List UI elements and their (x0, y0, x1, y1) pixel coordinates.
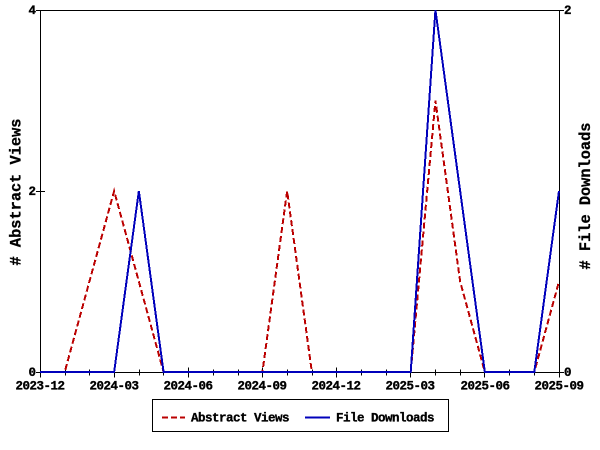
svg-text:2025-03: 2025-03 (385, 380, 434, 394)
svg-text:2024-03: 2024-03 (89, 380, 138, 394)
svg-text:0: 0 (564, 366, 572, 380)
svg-text:# Abstract Views: # Abstract Views (8, 119, 26, 266)
svg-text:4: 4 (28, 4, 36, 18)
svg-text:0: 0 (28, 366, 36, 380)
svg-text:2025-06: 2025-06 (460, 380, 509, 394)
svg-text:2: 2 (28, 185, 36, 199)
svg-text:2024-12: 2024-12 (311, 380, 360, 394)
svg-text:# File Downloads: # File Downloads (577, 123, 595, 270)
svg-text:2: 2 (564, 4, 572, 18)
svg-text:2025-09: 2025-09 (534, 380, 583, 394)
svg-text:2023-12: 2023-12 (15, 380, 64, 394)
svg-text:File Downloads: File Downloads (336, 412, 434, 426)
svg-text:2024-09: 2024-09 (237, 380, 286, 394)
svg-text:2024-06: 2024-06 (163, 380, 212, 394)
svg-text:Abstract Views: Abstract Views (191, 412, 289, 426)
